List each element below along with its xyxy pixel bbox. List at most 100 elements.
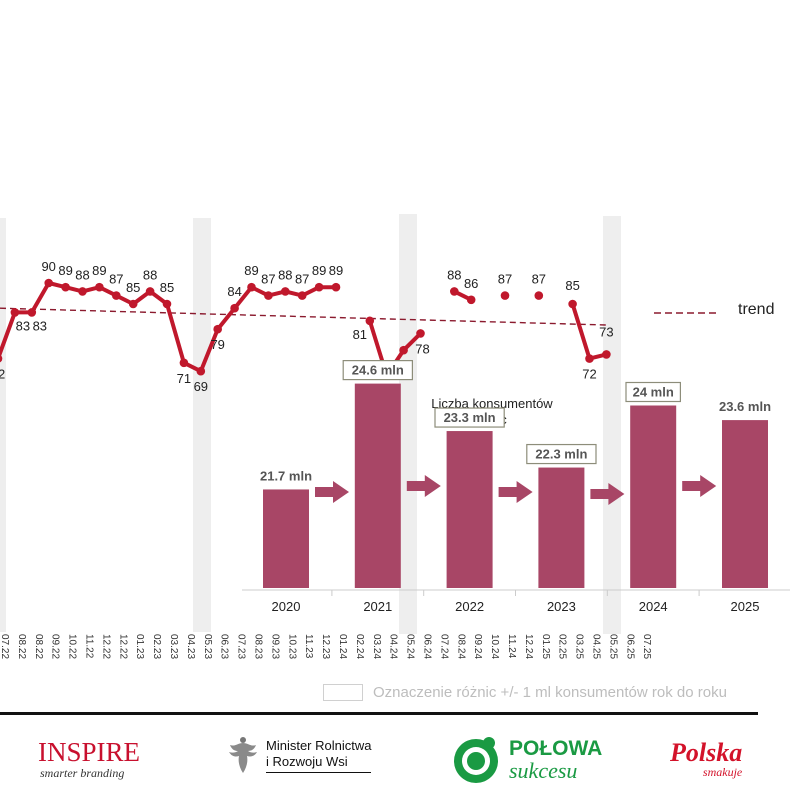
bar <box>538 467 585 588</box>
bar <box>354 383 401 588</box>
x-tick-label: 11.22 <box>84 634 95 659</box>
data-label: 73 <box>599 324 613 339</box>
x-tick-label: 10.23 <box>286 634 297 659</box>
trend-line <box>0 307 607 326</box>
data-label: 87 <box>109 272 123 287</box>
inspire-logo-name: INSPIRE <box>38 737 141 767</box>
x-tick-label: 06.24 <box>422 634 433 659</box>
data-point <box>162 299 172 309</box>
data-point <box>230 303 239 313</box>
x-tick-label: 07.22 <box>0 634 10 659</box>
data-point <box>196 366 206 376</box>
bar-value-label: 22.3 mln <box>535 447 587 462</box>
data-point <box>602 350 611 359</box>
data-label: 79 <box>210 337 224 352</box>
data-label: 71 <box>177 371 191 386</box>
data-label: 90 <box>41 259 55 274</box>
bar-value-label: 21.7 mln <box>260 468 312 483</box>
data-label: 85 <box>160 280 174 295</box>
highlight-band <box>399 214 417 634</box>
data-point <box>450 287 459 296</box>
ministry-line-2: i Rozwoju Wsi <box>266 753 348 769</box>
data-point <box>44 278 53 288</box>
data-label: 88 <box>75 267 89 282</box>
ministry-logo: Minister Rolnictwa i Rozwoju Wsi <box>226 734 372 776</box>
bar <box>722 420 768 588</box>
bar-category-label: 2021 <box>363 599 392 614</box>
data-label: 89 <box>92 263 106 278</box>
x-tick-label: 01.24 <box>337 634 348 659</box>
x-tick-label: 12.23 <box>320 634 331 659</box>
data-label: 81 <box>353 327 367 342</box>
chart-area: trend72838390898889878588857169798489878… <box>0 214 790 659</box>
data-label: 85 <box>126 280 140 295</box>
polska-line-1: Polska <box>670 738 743 767</box>
x-tick-label: 05.24 <box>405 634 416 659</box>
data-label: 85 <box>565 278 579 293</box>
x-tick-label: 02.25 <box>557 634 568 659</box>
polowa-sukcesu-logo: POŁOWA sukcesu <box>451 735 602 785</box>
data-label: 89 <box>329 263 343 278</box>
change-arrow-icon <box>498 481 533 503</box>
highlight-band <box>603 216 621 634</box>
bar-value-label: 23.6 mln <box>719 399 771 414</box>
footer-divider <box>0 712 758 715</box>
bar <box>263 489 309 588</box>
data-point <box>247 282 256 292</box>
value-label-box <box>342 360 414 381</box>
x-tick-label: 10.22 <box>67 634 78 659</box>
x-tick-label: 07.25 <box>641 634 652 659</box>
x-tick-label: 04.24 <box>388 634 399 659</box>
trend-legend-label: trend <box>738 301 774 318</box>
data-point <box>500 291 510 300</box>
change-arrow-icon <box>590 483 625 505</box>
data-label: 88 <box>278 267 292 282</box>
bar-category-label: 2022 <box>455 599 484 614</box>
data-label: 78 <box>415 341 429 356</box>
data-label: 84 <box>227 284 241 299</box>
data-point <box>95 282 104 292</box>
data-point <box>61 282 70 292</box>
x-tick-label: 03.23 <box>168 634 179 659</box>
data-point <box>466 295 476 305</box>
data-label: 86 <box>464 276 478 291</box>
data-label: 72 <box>582 367 596 382</box>
data-point <box>264 291 273 300</box>
data-point <box>568 299 577 309</box>
data-point <box>416 329 425 338</box>
data-label: 88 <box>143 267 157 282</box>
bar-category-label: 2023 <box>547 599 576 614</box>
x-tick-label: 09.24 <box>472 634 483 659</box>
data-point <box>297 291 307 300</box>
x-tick-label: 11.24 <box>506 634 517 659</box>
data-point <box>27 308 37 317</box>
x-tick-label: 10.24 <box>489 634 500 659</box>
x-tick-label: 06.25 <box>624 634 635 659</box>
data-label: 72 <box>0 367 5 382</box>
x-tick-label: 06.23 <box>219 634 230 659</box>
x-tick-label: 08.22 <box>16 634 27 659</box>
bar-value-label: 24 mln <box>633 385 674 400</box>
x-tick-label: 08.23 <box>253 634 264 659</box>
value-label-box <box>434 407 505 428</box>
x-tick-label: 04.25 <box>591 634 602 659</box>
data-point <box>10 308 20 317</box>
data-point <box>213 324 222 334</box>
polska-line-2: smakuje <box>702 765 743 779</box>
data-point <box>0 354 3 363</box>
data-point <box>314 282 324 292</box>
data-point <box>399 345 408 355</box>
bar-category-label: 2025 <box>731 599 760 614</box>
legend-note: Oznaczenie różnic +/- 1 ml konsumentów r… <box>323 684 727 701</box>
x-tick-label: 02.24 <box>354 634 365 659</box>
x-tick-label: 01.25 <box>540 634 551 659</box>
highlight-band <box>193 218 211 632</box>
ministry-line-1: Minister Rolnictwa <box>266 737 372 753</box>
data-point <box>112 291 121 300</box>
data-point <box>281 287 290 296</box>
x-tick-label: 02.23 <box>151 634 162 659</box>
legend-note-box <box>323 684 363 701</box>
data-point <box>179 358 189 368</box>
x-tick-label: 03.25 <box>574 634 585 659</box>
value-label-box <box>625 381 682 403</box>
